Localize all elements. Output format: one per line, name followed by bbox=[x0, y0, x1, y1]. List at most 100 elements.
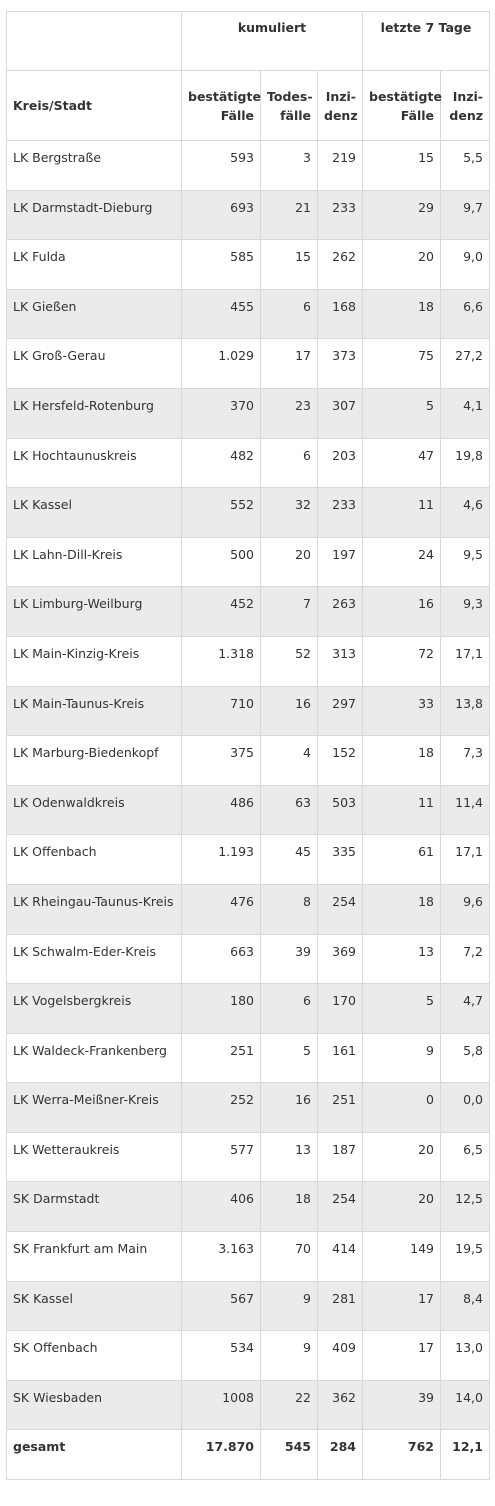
cell-kreis: LK Rheingau-Taunus-Kreis bbox=[6, 883, 182, 935]
table-row: LK Main-Taunus-Kreis 710 16 297 33 13,8 bbox=[6, 685, 490, 737]
cell-cumulative-incidence: 254 bbox=[317, 883, 363, 935]
cell-cumulative-deaths: 6 bbox=[260, 437, 318, 489]
cell-cumulative-incidence: 335 bbox=[317, 834, 363, 885]
cell-cumulative-cases: 593 bbox=[181, 140, 261, 191]
column-header-cumulative-deaths: Todes-fälle bbox=[260, 70, 318, 141]
total-incidence: 284 bbox=[317, 1429, 363, 1481]
cell-cumulative-deaths: 70 bbox=[260, 1231, 318, 1282]
table-row: LK Bergstraße 593 3 219 15 5,5 bbox=[6, 140, 490, 191]
cell-last7-cases: 0 bbox=[362, 1082, 441, 1133]
cell-cumulative-incidence: 369 bbox=[317, 933, 363, 985]
table-row: LK Main-Kinzig-Kreis 1.318 52 313 72 17,1 bbox=[6, 635, 490, 687]
cell-cumulative-deaths: 23 bbox=[260, 387, 318, 439]
cell-cumulative-cases: 452 bbox=[181, 586, 261, 637]
table-row: LK Groß-Gerau 1.029 17 373 75 27,2 bbox=[6, 338, 490, 389]
cell-cumulative-cases: 370 bbox=[181, 387, 261, 439]
cell-last7-incidence: 9,6 bbox=[440, 883, 490, 935]
cell-kreis: LK Groß-Gerau bbox=[6, 338, 182, 389]
cell-cumulative-deaths: 4 bbox=[260, 735, 318, 786]
table-row: LK Darmstadt-Dieburg 693 21 233 29 9,7 bbox=[6, 189, 490, 241]
cell-cumulative-cases: 585 bbox=[181, 239, 261, 290]
cell-last7-cases: 17 bbox=[362, 1280, 441, 1332]
cell-cumulative-deaths: 13 bbox=[260, 1131, 318, 1183]
cell-cumulative-deaths: 15 bbox=[260, 239, 318, 290]
cell-cumulative-incidence: 152 bbox=[317, 735, 363, 786]
cell-cumulative-deaths: 45 bbox=[260, 834, 318, 885]
table-row: LK Vogelsbergkreis 180 6 170 5 4,7 bbox=[6, 983, 490, 1034]
cell-cumulative-incidence: 307 bbox=[317, 387, 363, 439]
table-row: SK Frankfurt am Main 3.163 70 414 149 19,5 bbox=[6, 1231, 490, 1282]
group-header-last-7-days: letzte 7 Tage bbox=[362, 11, 490, 71]
cell-cumulative-cases: 1.193 bbox=[181, 834, 261, 885]
cell-cumulative-cases: 500 bbox=[181, 536, 261, 588]
total-incidence-last7: 12,1 bbox=[440, 1429, 490, 1481]
cell-cumulative-deaths: 63 bbox=[260, 784, 318, 836]
cell-cumulative-incidence: 168 bbox=[317, 288, 363, 340]
cell-cumulative-incidence: 254 bbox=[317, 1181, 363, 1233]
table-row: LK Hochtaunuskreis 482 6 203 47 19,8 bbox=[6, 437, 490, 489]
cell-cumulative-incidence: 233 bbox=[317, 487, 363, 538]
table-row: LK Offenbach 1.193 45 335 61 17,1 bbox=[6, 834, 490, 885]
group-header-row: kumuliert letzte 7 Tage bbox=[6, 11, 490, 71]
cell-cumulative-deaths: 20 bbox=[260, 536, 318, 588]
cell-cumulative-cases: 3.163 bbox=[181, 1231, 261, 1282]
cell-last7-incidence: 12,5 bbox=[440, 1181, 490, 1233]
table-row: SK Wiesbaden 1008 22 362 39 14,0 bbox=[6, 1379, 490, 1431]
table-row: LK Fulda 585 15 262 20 9,0 bbox=[6, 239, 490, 290]
cell-cumulative-deaths: 9 bbox=[260, 1330, 318, 1381]
cell-cumulative-incidence: 197 bbox=[317, 536, 363, 588]
cell-last7-cases: 18 bbox=[362, 288, 441, 340]
cell-cumulative-incidence: 262 bbox=[317, 239, 363, 290]
cell-cumulative-deaths: 9 bbox=[260, 1280, 318, 1332]
group-header-cumulative: kumuliert bbox=[181, 11, 363, 71]
cell-last7-incidence: 7,3 bbox=[440, 735, 490, 786]
cell-kreis: LK Offenbach bbox=[6, 834, 182, 885]
cell-last7-cases: 15 bbox=[362, 140, 441, 191]
table-row: LK Waldeck-Frankenberg 251 5 161 9 5,8 bbox=[6, 1032, 490, 1084]
cell-cumulative-cases: 1.318 bbox=[181, 635, 261, 687]
cell-cumulative-cases: 693 bbox=[181, 189, 261, 241]
cell-cumulative-incidence: 409 bbox=[317, 1330, 363, 1381]
column-header-last7-incidence: Inzi-denz bbox=[440, 70, 490, 141]
cell-kreis: LK Main-Kinzig-Kreis bbox=[6, 635, 182, 687]
cell-cumulative-deaths: 8 bbox=[260, 883, 318, 935]
total-deaths: 545 bbox=[260, 1429, 318, 1481]
cell-last7-cases: 29 bbox=[362, 189, 441, 241]
cell-cumulative-cases: 486 bbox=[181, 784, 261, 836]
cell-cumulative-deaths: 7 bbox=[260, 586, 318, 637]
column-header-kreis: Kreis/Stadt bbox=[6, 70, 182, 141]
cell-last7-cases: 9 bbox=[362, 1032, 441, 1084]
total-cases: 17.870 bbox=[181, 1429, 261, 1481]
cell-kreis: LK Waldeck-Frankenberg bbox=[6, 1032, 182, 1084]
header-line: bestätigte bbox=[188, 88, 261, 104]
cell-last7-cases: 24 bbox=[362, 536, 441, 588]
cell-cumulative-incidence: 233 bbox=[317, 189, 363, 241]
cell-kreis: LK Kassel bbox=[6, 487, 182, 538]
cell-last7-cases: 5 bbox=[362, 983, 441, 1034]
table-row: LK Gießen 455 6 168 18 6,6 bbox=[6, 288, 490, 340]
cell-cumulative-cases: 252 bbox=[181, 1082, 261, 1133]
cell-cumulative-incidence: 263 bbox=[317, 586, 363, 637]
cell-last7-incidence: 19,8 bbox=[440, 437, 490, 489]
cell-cumulative-cases: 455 bbox=[181, 288, 261, 340]
cell-kreis: LK Schwalm-Eder-Kreis bbox=[6, 933, 182, 985]
cell-kreis: LK Limburg-Weilburg bbox=[6, 586, 182, 637]
cell-cumulative-deaths: 6 bbox=[260, 288, 318, 340]
cell-last7-cases: 16 bbox=[362, 586, 441, 637]
cell-kreis: LK Darmstadt-Dieburg bbox=[6, 189, 182, 241]
cell-cumulative-cases: 710 bbox=[181, 685, 261, 737]
cell-cumulative-incidence: 281 bbox=[317, 1280, 363, 1332]
header-line: denz bbox=[324, 107, 358, 123]
cell-cumulative-incidence: 203 bbox=[317, 437, 363, 489]
cell-cumulative-deaths: 22 bbox=[260, 1379, 318, 1431]
cell-kreis: SK Wiesbaden bbox=[6, 1379, 182, 1431]
cell-last7-cases: 18 bbox=[362, 735, 441, 786]
table-row: LK Hersfeld-Rotenburg 370 23 307 5 4,1 bbox=[6, 387, 490, 439]
cell-cumulative-incidence: 362 bbox=[317, 1379, 363, 1431]
cell-kreis: LK Wetteraukreis bbox=[6, 1131, 182, 1183]
header-line: Fälle bbox=[220, 107, 254, 123]
cell-cumulative-cases: 552 bbox=[181, 487, 261, 538]
cell-last7-incidence: 19,5 bbox=[440, 1231, 490, 1282]
table-row: LK Marburg-Biedenkopf 375 4 152 18 7,3 bbox=[6, 735, 490, 786]
cell-cumulative-incidence: 414 bbox=[317, 1231, 363, 1282]
